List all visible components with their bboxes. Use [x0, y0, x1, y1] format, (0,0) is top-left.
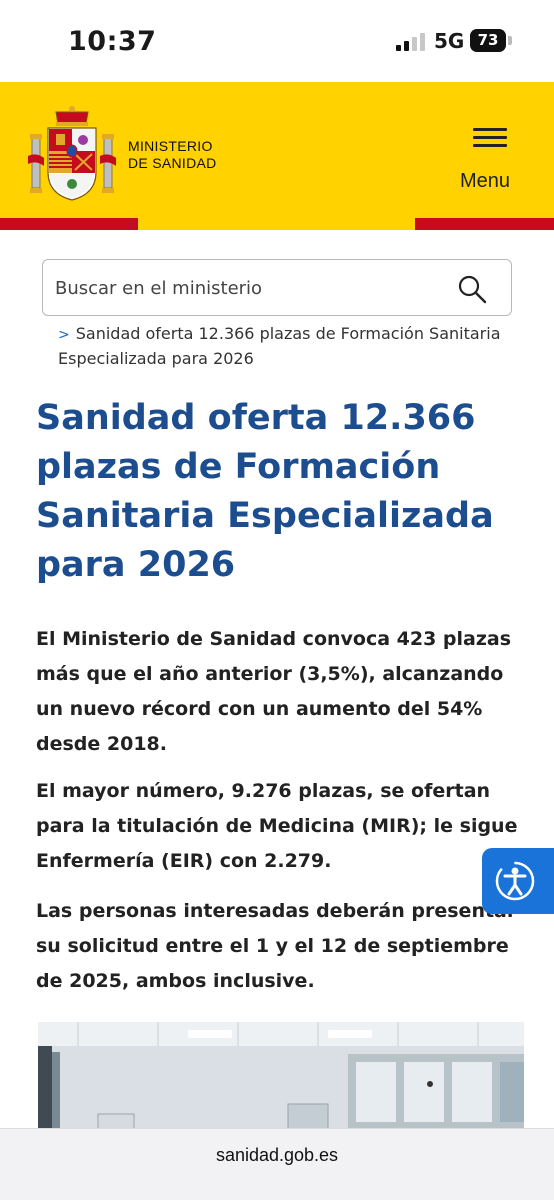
article-image	[38, 1022, 524, 1132]
ministry-name-line1: MINISTERIO	[128, 138, 213, 154]
search-icon[interactable]	[457, 274, 487, 304]
breadcrumb: > Sanidad oferta 12.366 plazas de Formaci…	[58, 324, 528, 371]
breadcrumb-current: Sanidad oferta 12.366 plazas de Formació…	[58, 324, 501, 368]
flag-stripe-red-left	[0, 218, 138, 230]
flag-stripe	[0, 218, 554, 230]
battery-tip	[508, 36, 512, 45]
url-text: sanidad.gob.es	[215, 1145, 339, 1165]
search-box	[42, 259, 512, 316]
status-time: 10:37	[68, 26, 157, 57]
search-input[interactable]	[55, 268, 445, 308]
page-title: Sanidad oferta 12.366 plazas de Formació…	[36, 398, 494, 585]
ministry-name-line2: DE SANIDAD	[128, 155, 217, 171]
accessibility-button[interactable]	[482, 848, 554, 914]
accessibility-icon	[495, 861, 535, 901]
article-lead-1: El Ministerio de Sanidad convoca 423 pla…	[36, 628, 512, 755]
status-bar: 10:37 5G 73	[0, 0, 554, 82]
article-lead-2: El mayor número, 9.276 plazas, se oferta…	[36, 780, 518, 872]
signal-icon	[396, 33, 426, 51]
breadcrumb-chevron-icon: >	[58, 327, 70, 343]
menu-label: Menu	[460, 170, 511, 192]
article-lead-3: Las personas interesadas deberán present…	[36, 900, 517, 992]
flag-stripe-red-right	[415, 218, 554, 230]
coat-of-arms-logo[interactable]	[26, 104, 118, 204]
battery-icon: 73	[470, 29, 506, 52]
menu-button[interactable]: Menu	[456, 126, 526, 196]
browser-address-bar[interactable]: sanidad.gob.es	[0, 1128, 554, 1200]
site-header: MINISTERIO DE SANIDAD Menu	[0, 82, 554, 218]
ministry-name[interactable]: MINISTERIO DE SANIDAD	[128, 138, 217, 172]
hamburger-icon	[473, 128, 507, 148]
network-type: 5G	[434, 29, 465, 53]
